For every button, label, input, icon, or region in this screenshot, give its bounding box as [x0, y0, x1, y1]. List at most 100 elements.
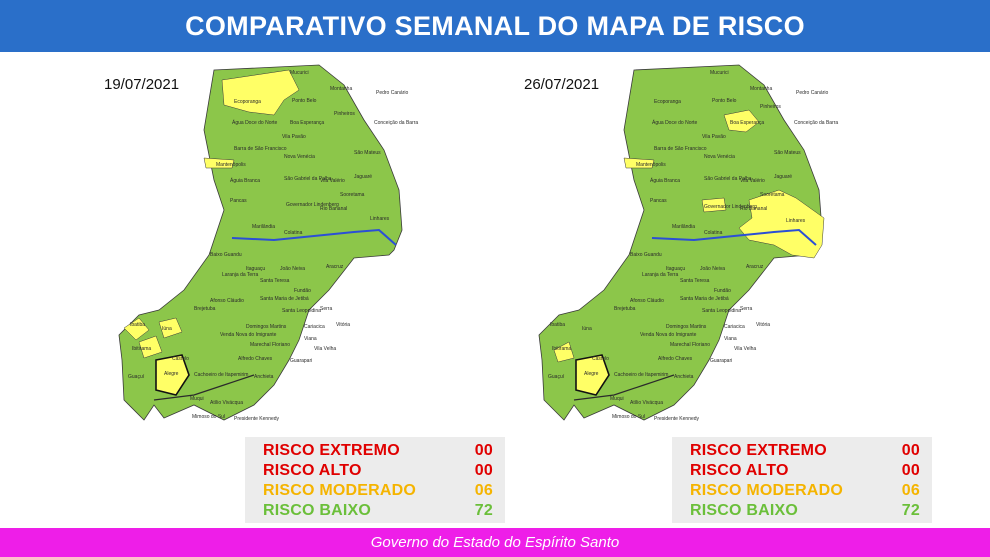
- label-vila-velha: Vila Velha: [314, 346, 336, 352]
- label-afonso-claudio: Afonso Cláudio: [210, 298, 244, 304]
- label-viana: Viana: [724, 336, 737, 342]
- label-conceicao-barra: Conceição da Barra: [794, 120, 838, 126]
- label-montanha: Montanha: [750, 86, 772, 92]
- label-ecoporanga: Ecoporanga: [234, 99, 261, 105]
- legend-count-alto: 00: [474, 462, 493, 479]
- label-baixo-guandu: Baixo Guandu: [210, 252, 242, 258]
- label-serra: Serra: [740, 306, 752, 312]
- label-castelo: Castelo: [172, 356, 189, 362]
- legend-label-baixo: RISCO BAIXO: [263, 502, 371, 519]
- label-montanha: Montanha: [330, 86, 352, 92]
- label-muqui: Muqui: [190, 396, 204, 402]
- moderado-linhares: [738, 189, 825, 259]
- label-santa-maria: Santa Maria de Jetibá: [260, 296, 309, 302]
- legend-count-extremo: 00: [474, 442, 493, 459]
- label-santa-maria: Santa Maria de Jetibá: [680, 296, 729, 302]
- page-title: COMPARATIVO SEMANAL DO MAPA DE RISCO: [185, 10, 805, 41]
- label-pancas: Pancas: [230, 198, 247, 204]
- label-sao-gabriel: São Gabriel da Palha: [284, 176, 332, 182]
- label-anchieta: Anchieta: [674, 374, 694, 380]
- label-ecoporanga: Ecoporanga: [654, 99, 681, 105]
- label-boa-esperanca: Boa Esperança: [290, 120, 324, 126]
- label-santa-leopoldina: Santa Leopoldina: [702, 308, 741, 314]
- moderado-dores: [138, 335, 163, 359]
- label-pedro-canario: Pedro Canário: [376, 90, 408, 96]
- label-lindenberg: Governador Lindenberg: [704, 204, 757, 210]
- label-vitoria: Vitória: [336, 322, 350, 328]
- label-muqui: Muqui: [610, 396, 624, 402]
- label-agua-doce: Água Doce do Norte: [232, 119, 278, 126]
- label-cachoeiro: Cachoeiro de Itapemirim: [194, 372, 248, 378]
- label-laranja: Laranja da Terra: [222, 272, 259, 278]
- legend-row-baixo: RISCO BAIXO 72: [690, 501, 920, 521]
- moderado-lindenberg: [701, 197, 727, 213]
- label-pinheiros: Pinheiros: [334, 111, 355, 117]
- legend-count-baixo: 72: [901, 502, 920, 519]
- legend-count-alto: 00: [901, 462, 920, 479]
- label-itaguacu: Itaguaçu: [246, 266, 265, 272]
- legend-row-alto: RISCO ALTO 00: [263, 461, 493, 481]
- label-cariacica: Cariacica: [724, 324, 745, 330]
- label-ponto-belo: Ponto Belo: [292, 98, 317, 104]
- label-venda-nova: Venda Nova do Imigrante: [640, 332, 697, 338]
- label-jaguare: Jaguaré: [354, 174, 372, 180]
- moderado-divino: [123, 317, 150, 341]
- label-rio-bananal: Rio Bananal: [740, 206, 767, 212]
- label-marilandia: Marilândia: [252, 224, 275, 230]
- river-doce: [651, 228, 817, 246]
- label-sao-mateus: São Mateus: [774, 150, 801, 156]
- legend-row-moderado: RISCO MODERADO 06: [690, 481, 920, 501]
- moderado-ecoporanga: [221, 69, 300, 116]
- title-banner: COMPARATIVO SEMANAL DO MAPA DE RISCO: [0, 0, 990, 52]
- legend-label-extremo: RISCO EXTREMO: [263, 442, 400, 459]
- label-afonso-claudio: Afonso Cláudio: [630, 298, 664, 304]
- label-guacui: Guaçuí: [128, 374, 145, 380]
- week-2-legend: RISCO EXTREMO 00 RISCO ALTO 00 RISCO MOD…: [672, 437, 932, 523]
- label-sooretama: Sooretama: [340, 192, 365, 198]
- state-shape: [118, 64, 403, 421]
- label-boa-esperanca: Boa Esperança: [730, 120, 764, 126]
- label-conceicao-barra: Conceição da Barra: [374, 120, 418, 126]
- label-colatina: Colatina: [704, 230, 723, 236]
- label-mantenopolis: Mantenópolis: [216, 162, 246, 168]
- week-2-map-svg: Mucurici Montanha Pedro Canário Ecoporan…: [538, 64, 838, 422]
- label-brejetuba: Brejetuba: [194, 306, 216, 312]
- week-2-map: Mucurici Montanha Pedro Canário Ecoporan…: [534, 60, 854, 430]
- label-sao-mateus: São Mateus: [354, 150, 381, 156]
- label-linhares: Linhares: [786, 218, 806, 224]
- legend-row-extremo: RISCO EXTREMO 00: [263, 441, 493, 461]
- label-vila-valerio: Vila Valério: [740, 178, 765, 184]
- label-santa-leopoldina: Santa Leopoldina: [282, 308, 321, 314]
- label-atilio: Atílio Vivácqua: [210, 400, 243, 406]
- label-joao-neiva: João Neiva: [700, 266, 725, 272]
- label-linhares: Linhares: [370, 216, 390, 222]
- moderado-alegre: [155, 354, 190, 396]
- label-domingos-martins: Domingos Martins: [246, 324, 287, 330]
- label-vila-pavao: Vila Pavão: [282, 134, 306, 140]
- label-fundao: Fundão: [294, 288, 311, 294]
- moderado-divino: [553, 341, 575, 363]
- label-nova-venecia: Nova Venécia: [704, 154, 735, 160]
- week-1-legend: RISCO EXTREMO 00 RISCO ALTO 00 RISCO MOD…: [245, 437, 505, 523]
- state-shape: [538, 64, 823, 421]
- label-atilio: Atílio Vivácqua: [630, 400, 663, 406]
- label-marechal-floriano: Marechal Floriano: [250, 342, 290, 348]
- week-1-map-svg: Mucurici Montanha Pedro Canário Ecoporan…: [118, 64, 418, 422]
- label-sooretama: Sooretama: [760, 192, 785, 198]
- label-barra-sao-francisco: Barra de São Francisco: [234, 146, 287, 152]
- label-mucurici: Mucurici: [710, 70, 729, 76]
- label-serra: Serra: [320, 306, 332, 312]
- legend-label-baixo: RISCO BAIXO: [690, 502, 798, 519]
- label-baixo-guandu: Baixo Guandu: [630, 252, 662, 258]
- label-presidente-kennedy: Presidente Kennedy: [654, 416, 700, 422]
- label-vitoria: Vitória: [756, 322, 770, 328]
- label-guarapari: Guarapari: [290, 358, 312, 364]
- label-iuna: Iúna: [162, 326, 172, 332]
- label-rio-bananal: Rio Bananal: [320, 206, 347, 212]
- label-cariacica: Cariacica: [304, 324, 325, 330]
- label-anchieta: Anchieta: [254, 374, 274, 380]
- legend-count-moderado: 06: [901, 482, 920, 499]
- municipio-labels: Mucurici Montanha Pedro Canário Ecoporan…: [128, 70, 418, 422]
- footer-text: Governo do Estado do Espírito Santo: [370, 534, 620, 551]
- label-laranja: Laranja da Terra: [642, 272, 679, 278]
